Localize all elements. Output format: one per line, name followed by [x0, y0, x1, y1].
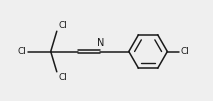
- Text: Cl: Cl: [59, 21, 68, 30]
- Text: Cl: Cl: [180, 47, 189, 56]
- Text: N: N: [97, 38, 104, 48]
- Text: Cl: Cl: [59, 73, 68, 82]
- Text: Cl: Cl: [17, 47, 26, 56]
